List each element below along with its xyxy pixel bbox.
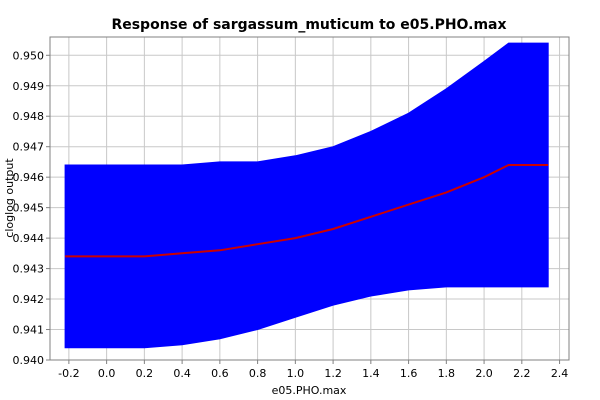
x-tick-label: 0.0 [98,367,116,380]
x-tick-label: 1.8 [438,367,456,380]
x-axis: -0.2 0.0 0.2 0.4 0.6 0.8 1.0 1.2 1.4 1.6 1.8 2.0 2.2… [58,360,568,380]
x-tick-label: -0.2 [58,367,79,380]
x-tick-label: 2.2 [513,367,531,380]
chart-title: Response of sargassum_muticum to e05.PHO… [111,17,506,33]
x-tick-label: 0.2 [136,367,154,380]
y-tick-label: 0.944 [13,232,45,245]
y-tick-label: 0.945 [13,202,45,215]
y-axis-label: cloglog output [3,158,16,238]
y-tick-label: 0.946 [13,171,45,184]
y-tick-label: 0.947 [13,141,45,154]
y-tick-label: 0.940 [13,354,45,367]
x-tick-label: 1.2 [324,367,342,380]
y-axis: 0.940 0.941 0.942 0.943 0.944 0.945 0.946 0.947… [13,49,50,367]
x-tick-label: 2.4 [551,367,569,380]
response-line [65,164,549,258]
x-tick-label: 2.0 [475,367,493,380]
y-tick-label: 0.950 [13,49,45,62]
y-tick-label: 0.943 [13,263,45,276]
series-layer [64,42,549,349]
y-tick-label: 0.942 [13,293,45,306]
y-tick-label: 0.941 [13,324,45,337]
x-tick-label: 0.6 [211,367,229,380]
x-tick-label: 1.0 [287,367,305,380]
confidence-band [64,42,549,349]
x-tick-label: 1.6 [400,367,418,380]
plot-border [49,36,570,361]
y-tick-label: 0.949 [13,80,45,93]
x-tick-label: 0.4 [173,367,191,380]
x-axis-label: e05.PHO.max [272,384,347,397]
x-tick-label: 0.8 [249,367,267,380]
y-tick-label: 0.948 [13,110,45,123]
x-tick-label: 1.4 [362,367,380,380]
